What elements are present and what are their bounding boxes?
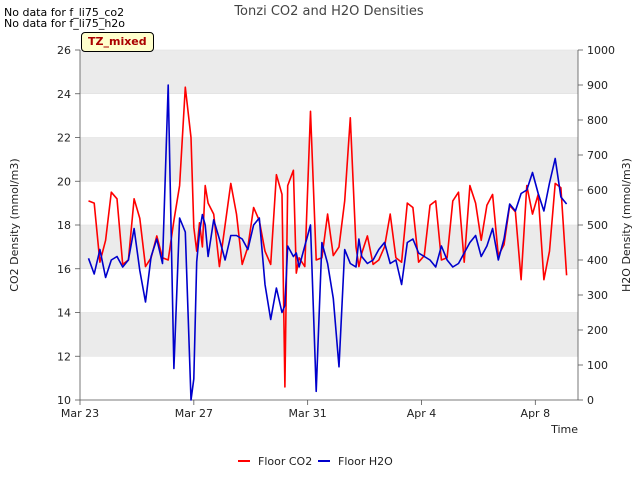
y2-tick-label: 600 [587, 184, 608, 197]
grid-band [80, 50, 578, 94]
y-tick-label: 12 [57, 350, 71, 363]
y2-tick-label: 300 [587, 289, 608, 302]
y-tick-label: 20 [57, 175, 71, 188]
chart-title: Tonzi CO2 and H2O Densities [233, 4, 424, 19]
y2-tick-label: 500 [587, 219, 608, 232]
x-tick-label: Mar 27 [175, 407, 213, 420]
y-tick-label: 18 [57, 219, 71, 232]
legend-label: Floor H2O [338, 455, 393, 468]
y-axis-label: CO2 Density (mmol/m3) [8, 158, 21, 291]
y-tick-label: 22 [57, 132, 71, 145]
y-tick-label: 24 [57, 88, 71, 101]
site-badge: TZ_mixed [81, 32, 154, 52]
legend-label: Floor CO2 [258, 455, 312, 468]
y-tick-label: 16 [57, 263, 71, 276]
y2-tick-label: 0 [587, 394, 594, 407]
y2-axis-label: H2O Density (mmol/m3) [620, 158, 633, 292]
y2-tick-label: 400 [587, 254, 608, 267]
y2-tick-label: 200 [587, 324, 608, 337]
y-tick-label: 10 [57, 394, 71, 407]
series-line-floor-h2o [87, 84, 568, 401]
y2-tick-label: 100 [587, 359, 608, 372]
series-line-floor-co2 [88, 86, 568, 388]
y2-tick-label: 700 [587, 149, 608, 162]
grid-band [80, 137, 578, 182]
x-tick-label: Mar 23 [61, 407, 99, 420]
y2-tick-label: 1000 [587, 44, 615, 57]
grid-band [80, 312, 578, 357]
x-axis-label: Time [550, 423, 578, 436]
y2-tick-label: 800 [587, 114, 608, 127]
x-tick-label: Mar 31 [289, 407, 327, 420]
x-tick-label: Apr 4 [407, 407, 437, 420]
y2-tick-label: 900 [587, 79, 608, 92]
no-data-note-h2o: No data for f_li75_h2o [4, 17, 126, 30]
x-tick-label: Apr 8 [521, 407, 551, 420]
y-tick-label: 14 [57, 307, 71, 320]
y-tick-label: 26 [57, 44, 71, 57]
no-data-note-co2: No data for f_li75_co2 [4, 6, 125, 19]
